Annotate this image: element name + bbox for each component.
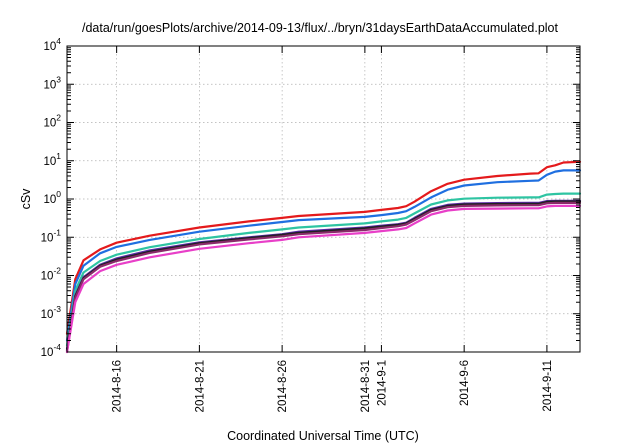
y-tick-label: 102: [43, 113, 61, 130]
y-tick-label: 10-3: [41, 304, 62, 321]
y-tick-label: 10-4: [41, 342, 62, 359]
y-tick-label: 103: [43, 74, 61, 91]
series-line: [65, 204, 582, 354]
chart-title: /data/run/goesPlots/archive/2014-09-13/f…: [82, 21, 558, 35]
x-tick-label: 2014-8-26: [277, 360, 289, 412]
series-line: [65, 200, 582, 352]
x-tick-labels: 2014-8-16 2014-8-21 2014-8-26 2014-8-31 2014…: [112, 360, 554, 412]
x-tick-label: 2014-8-31: [360, 360, 372, 412]
x-tick-label: 2014-9-6: [459, 360, 471, 406]
tick-layer: [67, 45, 580, 353]
y-tick-label: 10-1: [41, 227, 62, 244]
x-tick-label: 2014-8-16: [112, 360, 124, 412]
x-tick-label: 2014-9-1: [376, 360, 388, 406]
grid-layer: [67, 46, 580, 352]
series-line: [65, 201, 582, 354]
series-line: [65, 199, 582, 351]
y-tick-label: 10-2: [41, 266, 62, 283]
series-line: [65, 169, 582, 342]
y-axis-title: cSv: [19, 188, 33, 210]
x-tick-label: 2014-9-11: [542, 360, 554, 412]
series-line: [65, 192, 582, 347]
series-layer: [65, 160, 582, 354]
y-tick-label: 104: [43, 36, 61, 53]
x-tick-label: 2014-8-21: [194, 360, 206, 412]
x-axis-title: Coordinated Universal Time (UTC): [227, 429, 419, 443]
y-tick-label: 100: [43, 189, 61, 206]
y-tick-labels: 10-4 10-3 10-2 10-1 100 101 102 103 104: [41, 36, 62, 359]
series-line: [65, 160, 582, 335]
y-tick-label: 101: [43, 151, 61, 168]
